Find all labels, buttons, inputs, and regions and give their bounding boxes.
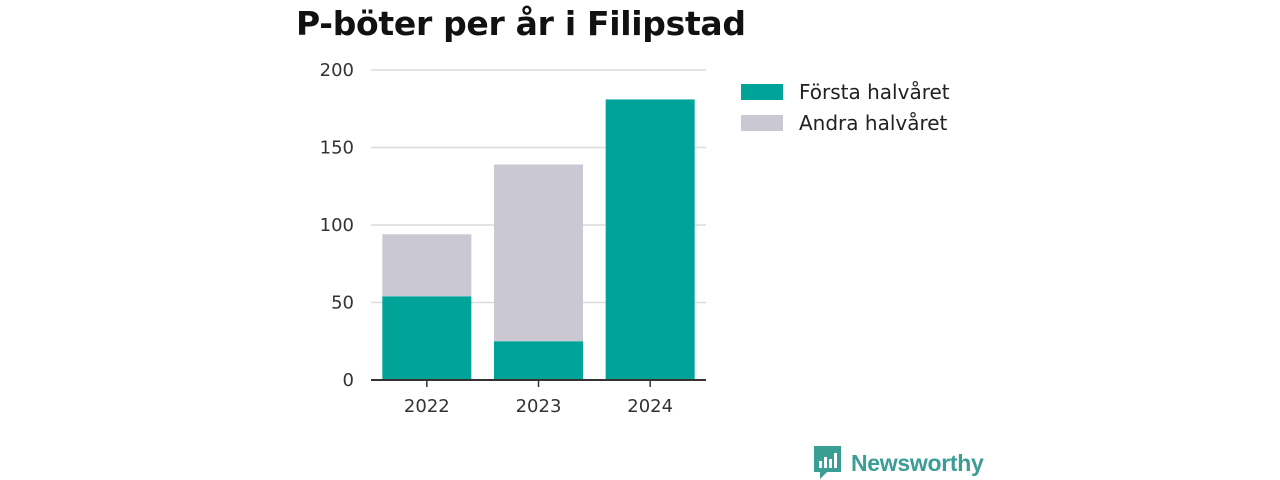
brand-logo[interactable]: Newsworthy (814, 446, 984, 480)
chart-title: P-böter per år i Filipstad (296, 4, 746, 43)
x-tick-label: 2024 (627, 396, 673, 417)
tick-labels: 0 50 100 150 200 2022 2023 2024 (320, 60, 673, 417)
y-tick-label: 100 (320, 215, 354, 236)
y-tick-label: 200 (320, 60, 354, 81)
x-tick-label: 2022 (404, 396, 450, 417)
x-tick-label: 2023 (516, 396, 562, 417)
y-tick-label: 150 (320, 138, 354, 159)
legend-label: Andra halvåret (799, 110, 948, 135)
bar (494, 164, 583, 342)
bar (494, 341, 583, 380)
bar (382, 296, 472, 380)
bars (382, 99, 695, 380)
y-tick-label: 0 (343, 370, 354, 391)
legend-label: Första halvåret (799, 79, 950, 104)
axes (371, 379, 706, 387)
newsworthy-logo-icon (814, 446, 841, 479)
brand-name: Newsworthy (851, 449, 984, 476)
legend-item-second-half: Andra halvåret (741, 107, 950, 138)
legend-swatch (741, 83, 783, 100)
bar (382, 234, 472, 297)
bar (605, 99, 695, 380)
y-tick-label: 50 (331, 293, 354, 314)
legend-item-first-half: Första halvåret (741, 76, 950, 107)
legend-swatch (741, 114, 783, 131)
legend: Första halvåret Andra halvåret (741, 76, 950, 138)
